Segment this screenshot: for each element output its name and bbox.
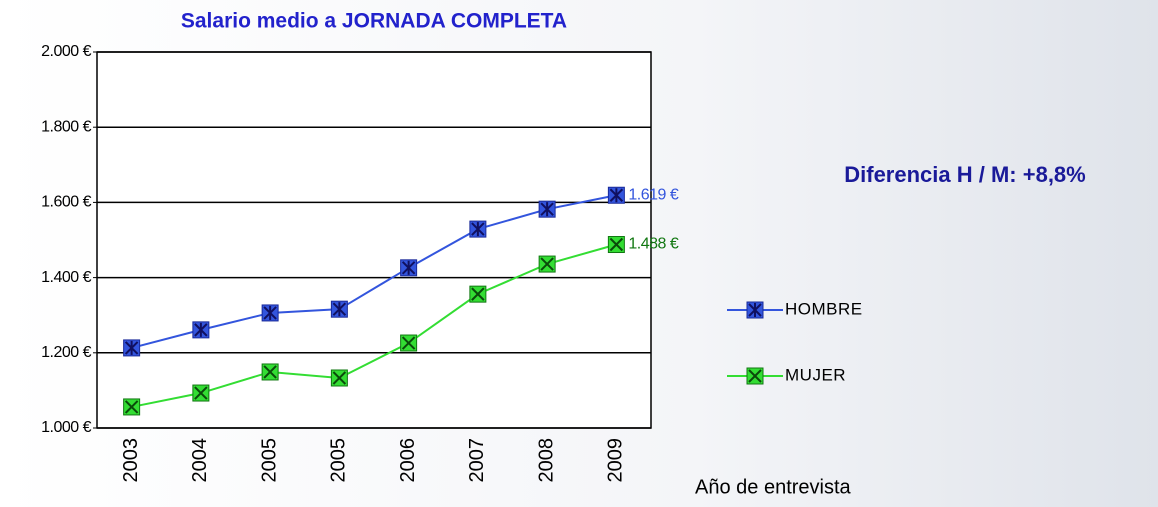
point (607, 236, 625, 254)
point (123, 339, 141, 357)
legend-label: MUJER (785, 365, 846, 384)
point (400, 334, 418, 352)
marker-cross (194, 386, 208, 400)
point (469, 285, 487, 303)
y-tick-label: 1.600 € (41, 194, 91, 211)
marker-cross (401, 336, 416, 350)
x-axis-label: Año de entrevista (695, 476, 852, 498)
point (330, 369, 348, 387)
data-label: 1.619 € (628, 186, 678, 203)
annotation: Diferencia H / M: +8,8% (844, 162, 1085, 187)
data-label: 1.488 € (628, 236, 678, 253)
point (261, 363, 279, 381)
marker-cross (263, 365, 277, 379)
chart-title: Salario medio a JORNADA COMPLETA (181, 10, 567, 33)
point (538, 255, 556, 273)
legend-marker (746, 367, 764, 385)
legend-marker (746, 301, 764, 319)
x-tick-label: 2006 (397, 438, 419, 483)
point (123, 398, 141, 416)
plot-area (96, 51, 652, 429)
x-tick-label: 2005 (328, 438, 350, 483)
marker-cross (609, 237, 624, 252)
y-tick-label: 1.800 € (41, 118, 91, 135)
y-tick-label: 1.200 € (41, 344, 91, 361)
x-tick-label: 2005 (258, 438, 280, 483)
marker-cross (748, 369, 762, 383)
y-tick-label: 1.000 € (41, 419, 91, 436)
y-tick-label: 1.400 € (41, 269, 91, 286)
marker-cross (540, 257, 554, 271)
point (261, 304, 279, 322)
x-tick-label: 2003 (120, 438, 142, 483)
x-tick-label: 2009 (605, 438, 627, 483)
point (400, 259, 418, 277)
series-line (131, 243, 617, 408)
marker-cross (332, 371, 347, 385)
marker-cross (124, 400, 139, 414)
y-tick-label: 2.000 € (41, 43, 91, 60)
point (330, 300, 348, 318)
x-tick-label: 2008 (535, 438, 557, 483)
series-line (131, 194, 617, 349)
point (538, 200, 556, 218)
legend-label: HOMBRE (785, 299, 863, 318)
point (607, 186, 625, 204)
point (192, 321, 210, 339)
point (469, 220, 487, 238)
point (192, 384, 210, 402)
x-tick-label: 2007 (466, 438, 488, 483)
marker-cross (471, 287, 485, 301)
x-tick-label: 2004 (189, 438, 211, 483)
